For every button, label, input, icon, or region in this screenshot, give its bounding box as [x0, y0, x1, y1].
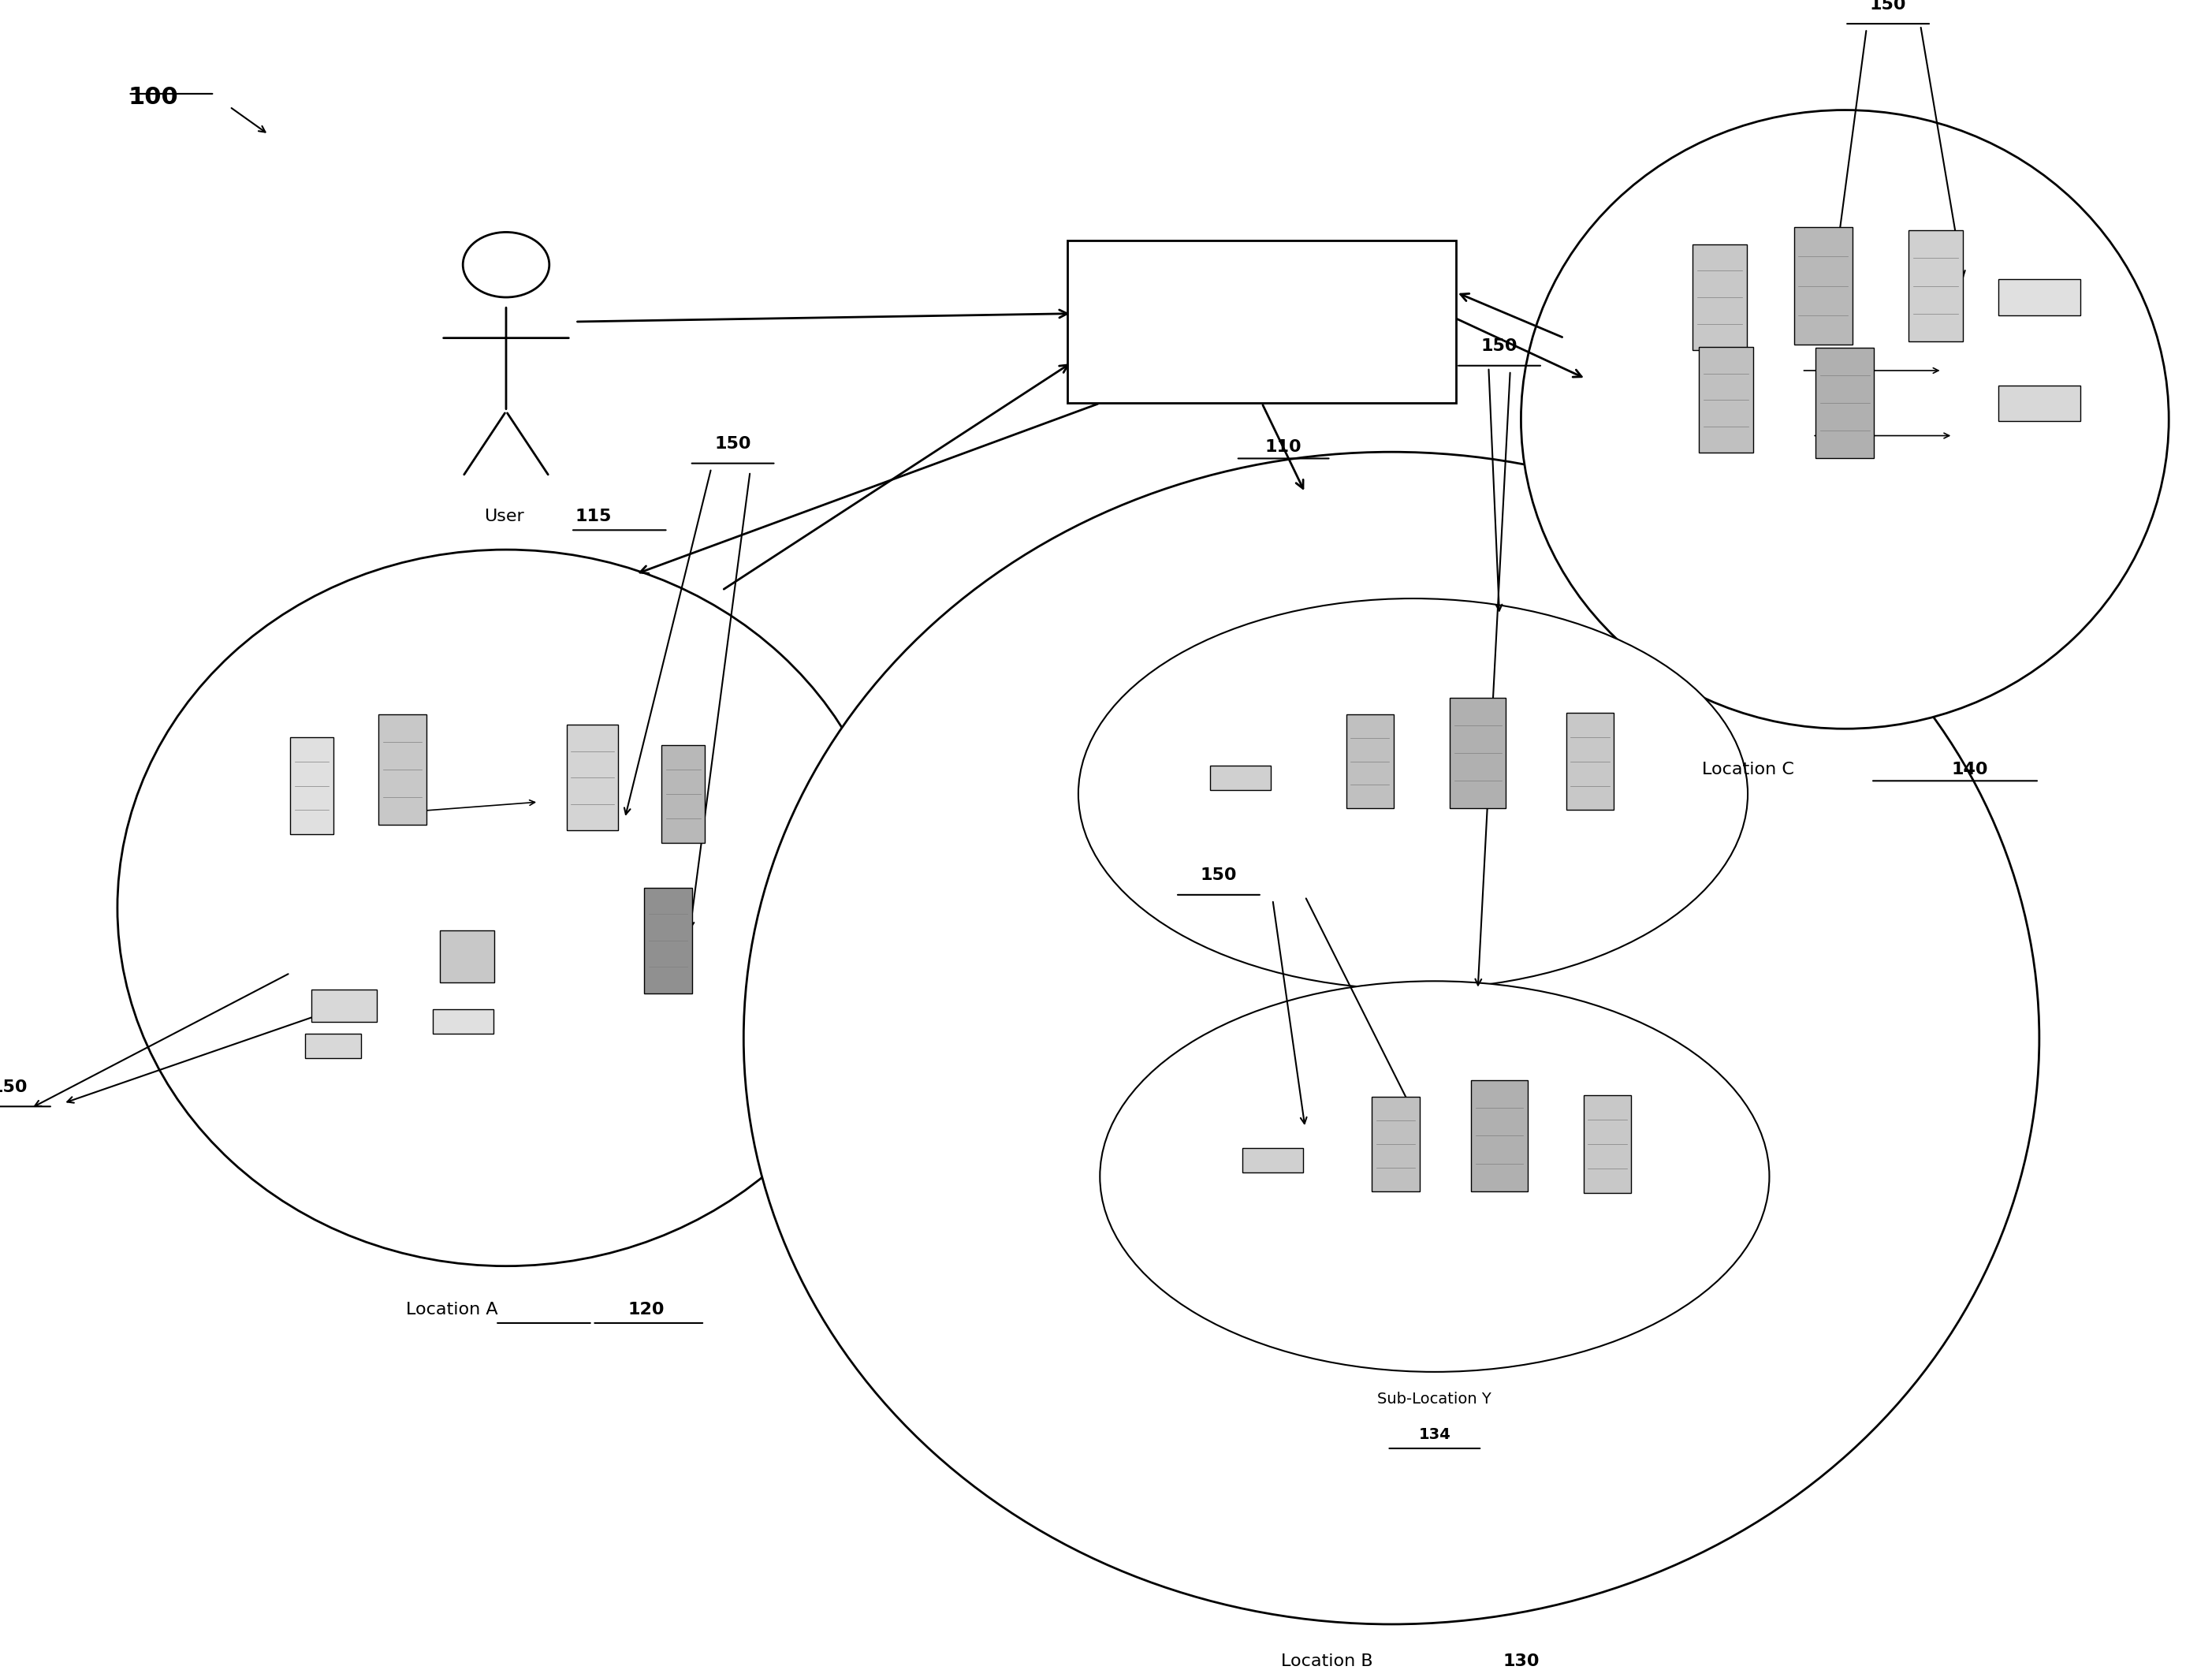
FancyBboxPatch shape: [661, 745, 706, 843]
Text: Location A: Location A: [407, 1303, 498, 1318]
FancyBboxPatch shape: [1210, 765, 1270, 790]
FancyBboxPatch shape: [1449, 698, 1506, 808]
FancyBboxPatch shape: [1794, 227, 1851, 344]
FancyBboxPatch shape: [312, 989, 376, 1022]
FancyBboxPatch shape: [440, 930, 493, 982]
Text: 115: 115: [575, 509, 613, 524]
FancyBboxPatch shape: [1699, 347, 1754, 453]
Text: 100: 100: [128, 85, 179, 109]
Text: 110: 110: [1265, 439, 1303, 454]
FancyBboxPatch shape: [1371, 1097, 1420, 1191]
Text: 134: 134: [1418, 1428, 1451, 1443]
FancyBboxPatch shape: [644, 887, 692, 994]
Ellipse shape: [1077, 598, 1747, 989]
FancyBboxPatch shape: [1997, 386, 2079, 421]
Text: 132: 132: [1398, 1045, 1429, 1059]
Ellipse shape: [743, 453, 2039, 1625]
FancyBboxPatch shape: [566, 725, 619, 830]
FancyBboxPatch shape: [1692, 244, 1747, 351]
FancyBboxPatch shape: [1997, 279, 2079, 316]
FancyBboxPatch shape: [1566, 713, 1615, 810]
Text: 150: 150: [1201, 868, 1237, 883]
Text: 150: 150: [1482, 339, 1517, 354]
Text: User: User: [484, 509, 524, 524]
Text: 140: 140: [1951, 762, 1989, 777]
Text: 150: 150: [0, 1079, 29, 1096]
FancyBboxPatch shape: [1243, 1147, 1303, 1172]
Text: Sub-Location X: Sub-Location X: [1356, 1009, 1471, 1024]
Text: 130: 130: [1502, 1653, 1540, 1670]
Text: Location C: Location C: [1701, 762, 1794, 777]
Ellipse shape: [1522, 110, 2168, 728]
Text: 120: 120: [628, 1303, 666, 1318]
Ellipse shape: [117, 549, 896, 1266]
FancyBboxPatch shape: [378, 715, 427, 825]
FancyBboxPatch shape: [290, 736, 334, 835]
Text: 150: 150: [714, 436, 752, 453]
FancyBboxPatch shape: [434, 1010, 493, 1034]
Text: 150: 150: [1869, 0, 1907, 12]
FancyBboxPatch shape: [305, 1034, 361, 1059]
FancyBboxPatch shape: [1471, 1080, 1528, 1191]
Text: Location B: Location B: [1281, 1653, 1374, 1670]
Text: Sub-Location Y: Sub-Location Y: [1378, 1391, 1491, 1406]
FancyBboxPatch shape: [1068, 240, 1455, 402]
FancyBboxPatch shape: [1909, 230, 1962, 341]
Ellipse shape: [1099, 980, 1770, 1371]
FancyBboxPatch shape: [1584, 1096, 1630, 1192]
Text: Central Management
Server: Central Management Server: [1164, 281, 1360, 324]
FancyBboxPatch shape: [1816, 347, 1874, 459]
FancyBboxPatch shape: [1347, 715, 1394, 808]
